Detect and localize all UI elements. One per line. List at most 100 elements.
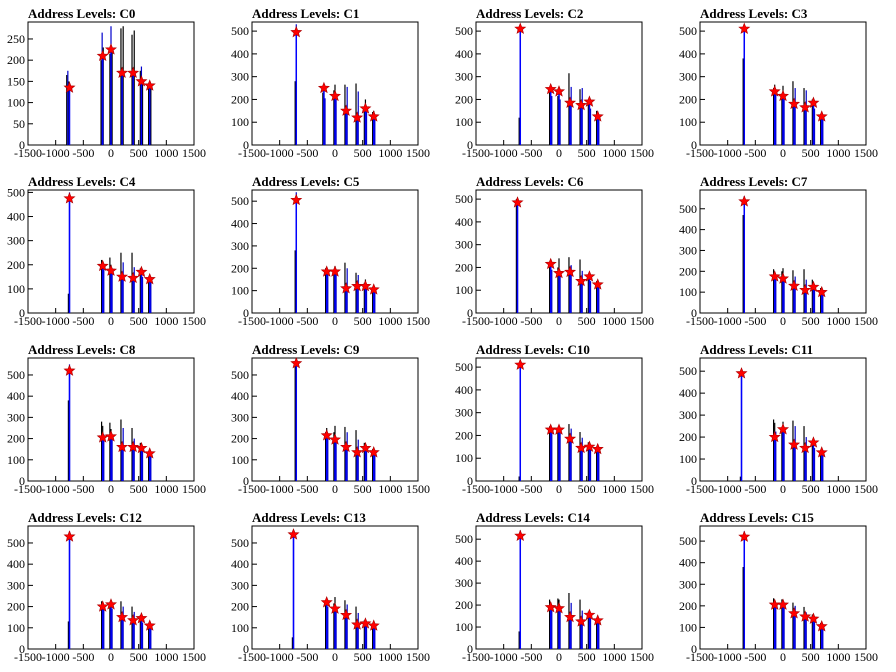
y-tick-label: 0 (19, 642, 25, 656)
x-tick-label: 1000 (826, 146, 850, 160)
x-tick-label: -500 (744, 146, 766, 160)
x-tick-label: -1000 (714, 482, 742, 496)
x-tick-label: 0 (556, 650, 562, 664)
x-tick-label: 500 (802, 314, 820, 328)
x-tick-label: 1000 (154, 650, 178, 664)
x-tick-label: -1000 (42, 650, 70, 664)
y-tick-label: 0 (691, 138, 697, 152)
x-tick-label: -1500 (238, 650, 266, 664)
y-tick-label: 400 (455, 554, 473, 568)
x-tick-label: 1000 (826, 314, 850, 328)
x-tick-label: 0 (108, 482, 114, 496)
peak-marker (807, 436, 820, 448)
peak-marker (104, 430, 118, 442)
chart-panel-13: Address Levels: C13 0 100 200 300 400 500 -1500… (231, 510, 430, 664)
peak-marker (135, 611, 148, 624)
x-tick-label: 0 (780, 482, 786, 496)
y-tick-label: 400 (455, 383, 473, 397)
peak-marker (143, 272, 156, 285)
y-tick-label: 250 (7, 32, 25, 46)
peak-marker (815, 620, 828, 632)
y-tick-label: 100 (231, 453, 249, 467)
y-tick-label: 200 (679, 264, 697, 278)
y-tick-label: 200 (231, 600, 249, 614)
peak-marker (552, 602, 566, 614)
y-tick-label: 300 (7, 410, 25, 424)
peak-marker (514, 529, 527, 541)
x-tick-label: 1500 (406, 650, 430, 664)
x-tick-label: 500 (578, 314, 596, 328)
peak-marker (287, 528, 300, 540)
x-tick-label: -1000 (490, 650, 518, 664)
peak-marker (328, 433, 342, 445)
peak-marker (63, 364, 76, 376)
x-tick-label: 1500 (854, 314, 878, 328)
panel-title: Address Levels: C0 (28, 6, 135, 21)
peak-marker (514, 358, 527, 370)
y-tick-label: 100 (455, 451, 473, 465)
peak-marker (96, 259, 109, 272)
x-tick-label: -500 (296, 314, 318, 328)
peak-marker (104, 598, 118, 610)
x-tick-label: 1500 (630, 314, 654, 328)
peak-marker (367, 619, 380, 631)
y-tick-label: 0 (467, 642, 473, 656)
y-tick-label: 400 (679, 556, 697, 570)
y-tick-label: 500 (679, 364, 697, 378)
peak-marker (552, 266, 566, 279)
y-tick-label: 150 (7, 74, 25, 88)
peak-marker (340, 282, 353, 294)
panel-title: Address Levels: C7 (700, 174, 808, 189)
x-tick-label: -1500 (686, 482, 714, 496)
x-tick-label: -1500 (238, 314, 266, 328)
x-tick-label: -500 (72, 482, 94, 496)
y-tick-label: 300 (7, 578, 25, 592)
x-tick-label: 0 (780, 650, 786, 664)
x-tick-label: 1000 (378, 314, 402, 328)
peak-marker (583, 440, 596, 452)
x-tick-label: 500 (130, 482, 148, 496)
y-tick-label: 300 (455, 70, 473, 84)
x-tick-label: -1000 (490, 146, 518, 160)
y-tick-label: 0 (691, 474, 697, 488)
peak-marker (135, 75, 148, 87)
peak-marker (564, 265, 577, 278)
y-tick-label: 200 (679, 92, 697, 106)
peak-marker (340, 608, 353, 621)
y-tick-label: 0 (467, 306, 473, 320)
peak-marker (351, 111, 364, 123)
panel-title: Address Levels: C4 (28, 174, 136, 189)
y-tick-label: 300 (679, 70, 697, 84)
peak-marker (328, 89, 342, 102)
chart-panel-14: Address Levels: C14 0 100 200 300 400 500 -1500… (455, 510, 654, 664)
x-tick-label: -1000 (42, 314, 70, 328)
y-tick-label: 300 (679, 577, 697, 591)
x-tick-label: 500 (130, 314, 148, 328)
y-tick-label: 200 (231, 92, 249, 106)
peak-marker (104, 264, 118, 276)
y-tick-label: 400 (7, 557, 25, 571)
peak-marker (788, 97, 801, 110)
peak-marker (317, 81, 330, 94)
peak-marker (290, 356, 303, 369)
peak-marker (768, 430, 781, 443)
y-tick-label: 400 (455, 215, 473, 229)
x-tick-label: 1500 (854, 650, 878, 664)
x-tick-label: 0 (556, 146, 562, 160)
peak-marker (738, 195, 751, 207)
x-tick-label: 1500 (630, 650, 654, 664)
x-tick-label: 500 (130, 650, 148, 664)
peak-marker (776, 89, 790, 102)
y-tick-label: 500 (231, 536, 249, 550)
y-tick-label: 0 (243, 306, 249, 320)
y-tick-label: 500 (455, 360, 473, 374)
peak-marker (768, 85, 781, 97)
peak-marker (143, 619, 156, 631)
y-tick-label: 400 (679, 223, 697, 237)
x-tick-label: 1000 (602, 314, 626, 328)
peak-marker (564, 96, 577, 108)
x-tick-label: 1500 (854, 146, 878, 160)
y-tick-label: 500 (455, 24, 473, 38)
y-tick-label: 0 (243, 642, 249, 656)
